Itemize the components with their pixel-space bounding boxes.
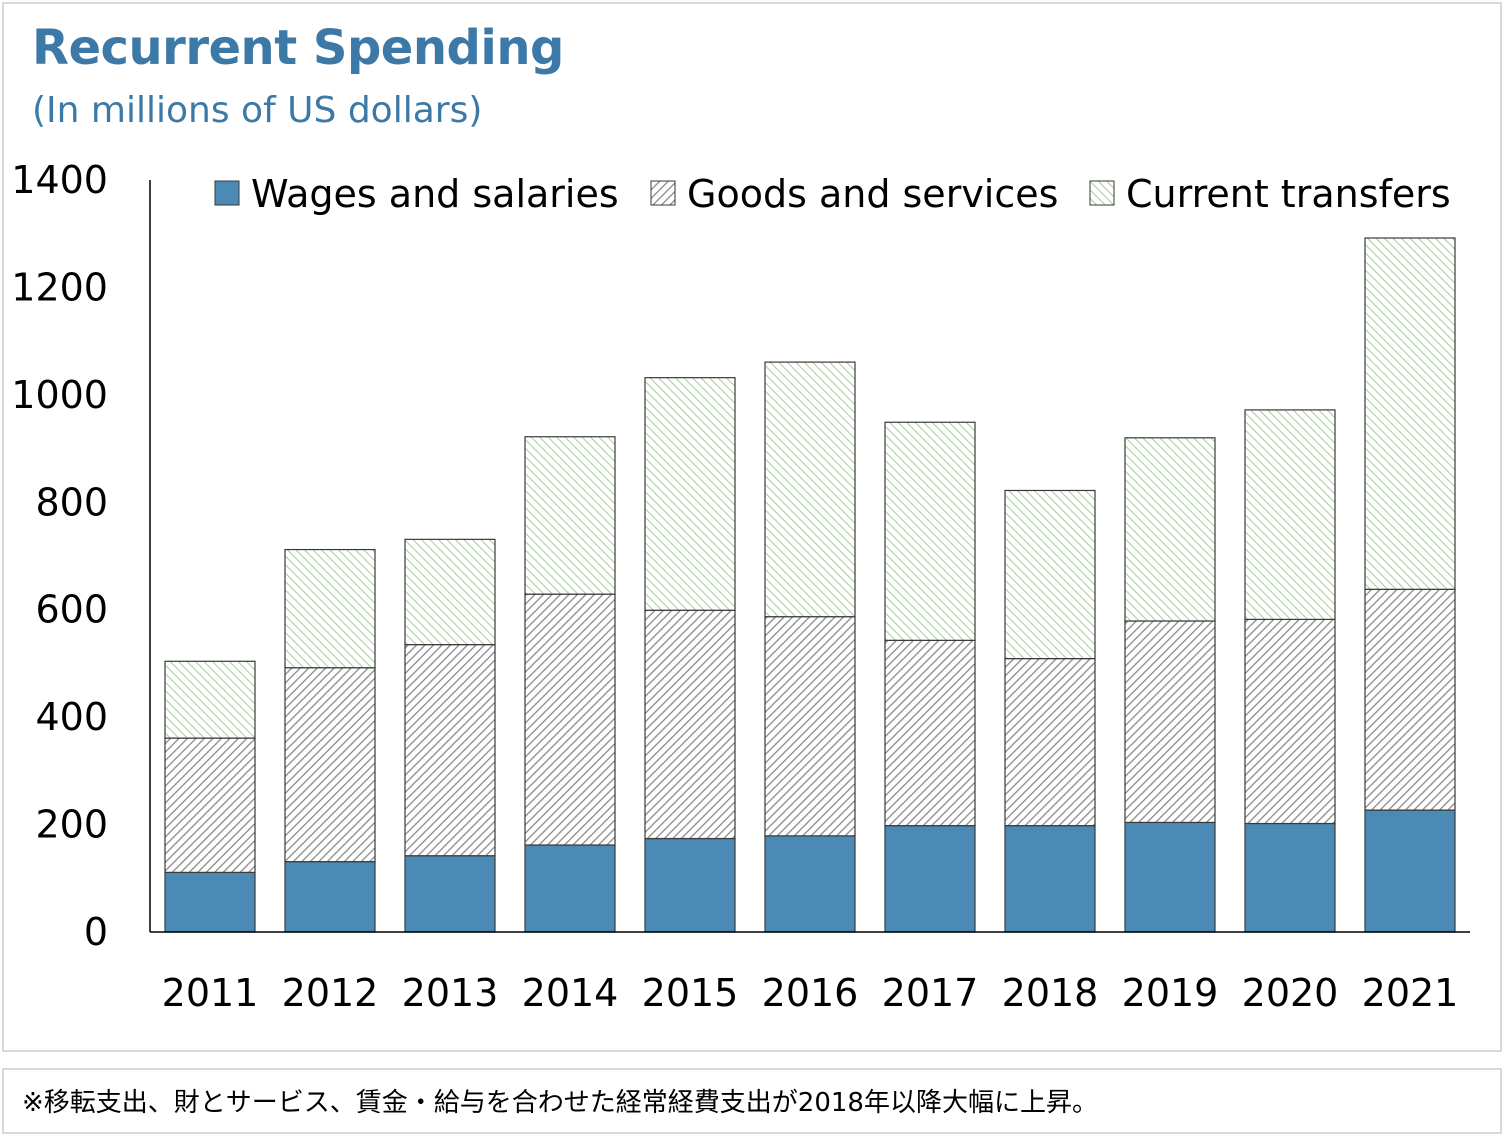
legend-label: Wages and salaries [251, 172, 619, 216]
y-tick-label: 1400 [11, 158, 108, 202]
bar-wages-and-salaries-2020 [1244, 822, 1336, 933]
note-box: ※移転支出、財とサービス、賃金・給与を合わせた経常経費支出が2018年以降大幅に… [2, 1068, 1502, 1134]
bar-goods-and-services-2015 [644, 609, 736, 840]
y-tick-label: 200 [35, 803, 108, 847]
bar-goods-and-services-2016 [764, 616, 856, 837]
x-tick-label: 2018 [1002, 971, 1099, 1015]
legend-label: Current transfers [1126, 172, 1451, 216]
bar-goods-and-services-2013 [404, 644, 496, 857]
bar-goods-and-services-2012 [284, 667, 376, 863]
y-tick-label: 600 [35, 588, 108, 632]
y-tick-label: 1200 [11, 265, 108, 309]
bar-current-transfers-2017 [884, 421, 976, 641]
x-tick-label: 2019 [1122, 971, 1219, 1015]
bar-wages-and-salaries-2013 [404, 855, 496, 933]
chart-subtitle: (In millions of US dollars) [32, 90, 483, 131]
bar-wages-and-salaries-2014 [524, 844, 616, 933]
bar-current-transfers-2011 [164, 660, 256, 739]
stacked-bar-chart: 2011 2012 2013 2014 2015 2016 2017 2018 2019 2020… [11, 158, 1470, 1015]
bar-current-transfers-2019 [1124, 437, 1216, 622]
y-tick-label: 800 [35, 480, 108, 524]
y-tick-label: 0 [84, 910, 108, 954]
x-tick-label: 2011 [162, 971, 259, 1015]
legend-item-current-transfers: Current transfers [1089, 172, 1451, 216]
chart-title: Recurrent Spending [32, 20, 564, 76]
legend-label: Goods and services [687, 172, 1058, 216]
bar-current-transfers-2016 [764, 361, 856, 618]
bar-goods-and-services-2018 [1004, 657, 1096, 827]
bar-goods-and-services-2011 [164, 737, 256, 873]
x-tick-label: 2013 [402, 971, 499, 1015]
y-tick-label: 1000 [11, 373, 108, 417]
bar-goods-and-services-2014 [524, 593, 616, 846]
legend-swatch [650, 180, 676, 206]
bar-wages-and-salaries-2017 [884, 825, 976, 933]
bar-wages-and-salaries-2015 [644, 837, 736, 933]
bar-wages-and-salaries-2011 [164, 871, 256, 933]
legend-swatch [214, 180, 240, 206]
bar-wages-and-salaries-2021 [1364, 809, 1456, 933]
bar-goods-and-services-2020 [1244, 618, 1336, 825]
bar-goods-and-services-2019 [1124, 620, 1216, 824]
x-tick-label: 2020 [1242, 971, 1339, 1015]
bar-current-transfers-2015 [644, 377, 736, 611]
x-tick-label: 2016 [762, 971, 859, 1015]
note-text: ※移転支出、財とサービス、賃金・給与を合わせた経常経費支出が2018年以降大幅に… [22, 1088, 1098, 1118]
bar-current-transfers-2013 [404, 538, 496, 646]
legend-swatch [1089, 180, 1115, 206]
y-tick-label: 400 [35, 695, 108, 739]
bar-goods-and-services-2017 [884, 639, 976, 827]
x-tick-label: 2021 [1362, 971, 1459, 1015]
x-tick-label: 2012 [282, 971, 379, 1015]
x-tick-label: 2017 [882, 971, 979, 1015]
bar-current-transfers-2020 [1244, 409, 1336, 620]
bar-goods-and-services-2021 [1364, 588, 1456, 811]
x-tick-label: 2015 [642, 971, 739, 1015]
bar-wages-and-salaries-2012 [284, 861, 376, 933]
x-tick-label: 2014 [522, 971, 619, 1015]
bar-current-transfers-2014 [524, 436, 616, 595]
bar-current-transfers-2021 [1364, 237, 1456, 590]
bar-wages-and-salaries-2019 [1124, 821, 1216, 933]
bar-wages-and-salaries-2016 [764, 835, 856, 933]
bar-current-transfers-2018 [1004, 489, 1096, 660]
bar-wages-and-salaries-2018 [1004, 825, 1096, 933]
bar-current-transfers-2012 [284, 548, 376, 669]
legend-item-wages-and-salaries: Wages and salaries [214, 172, 619, 216]
legend-item-goods-and-services: Goods and services [650, 172, 1058, 216]
